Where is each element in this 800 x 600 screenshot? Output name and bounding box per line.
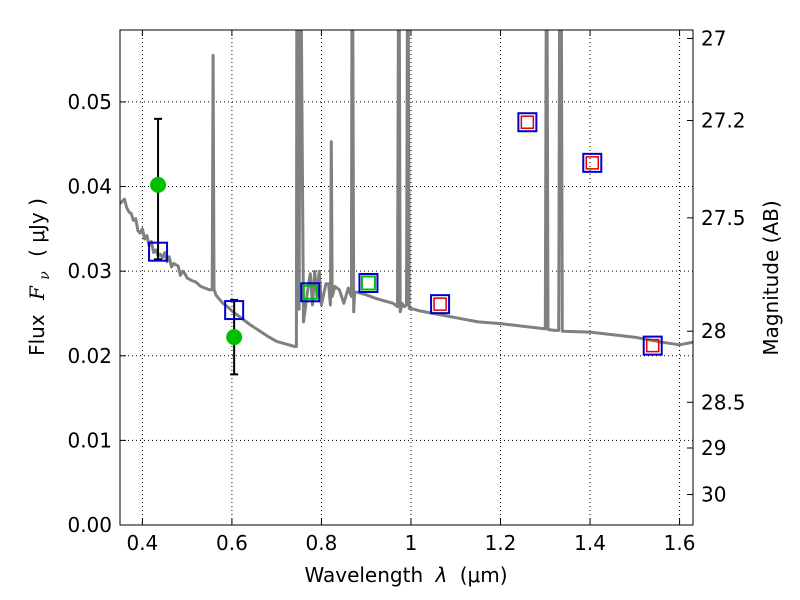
y-axis-label-unit: ( μJy ) [25,198,49,257]
spectrum-line [120,30,693,348]
observed-point [150,176,167,193]
y-axis-label-subscript: ν [37,271,53,280]
y2-tick-label: 27 [701,26,726,50]
y-tick-label: 0.00 [67,513,112,537]
filtered-point [302,284,318,300]
upper-limit-point [433,297,447,311]
y2-tick-label: 27.5 [701,206,746,230]
y2-tick-label: 28 [701,319,726,343]
model-point [517,112,538,133]
model-point [642,335,663,356]
x-tick-label: 1.2 [485,531,517,555]
upper-limit-point [585,156,600,170]
x-tick-label: 0.8 [306,531,338,555]
y2-tick-label: 28.5 [701,390,746,414]
x-tick-label: 0.4 [126,531,158,555]
observed-point [226,329,243,346]
y2-tick-label: 29 [701,436,726,460]
y2-tick-label: 27.2 [701,109,746,133]
x-tick-label: 1.4 [574,531,606,555]
filtered-point [360,275,376,291]
y-tick-label: 0.04 [67,175,112,199]
plot-frame [119,29,694,526]
y-tick-label: 0.03 [67,259,112,283]
model-point [148,241,169,262]
axis-ticks: 0.4 0.6 0.8 1 1.2 1.4 1.6 0.00 0.01 0.02 0.03 0.04 0… [67,26,745,555]
y-axis-label: Flux F ν ( μJy ) [25,198,54,356]
model-point [358,273,379,293]
y-axis-label-prefix: Flux [25,314,49,356]
upper-limit-point [645,338,660,353]
model-point [224,300,245,321]
x-tick-label: 1 [405,531,418,555]
model-point [582,152,603,173]
plot-area [120,30,693,376]
x-axis-label-prefix: Wavelength [304,563,423,587]
x-tick-label: 1.6 [664,531,696,555]
x-axis-label: Wavelength λ (μm) [304,563,507,587]
x-axis-label-symbol: λ [435,563,448,587]
y-tick-label: 0.01 [67,428,112,452]
x-axis-label-unit: (μm) [460,563,508,587]
y-tick-label: 0.05 [67,90,112,114]
grid [120,30,693,526]
y2-axis-label: Magnitude (AB) [759,200,783,355]
upper-limit-point [520,115,535,129]
y-axis-label-symbol: F [25,285,49,301]
y-tick-label: 0.02 [67,344,112,368]
model-point [300,282,321,303]
y2-tick-label: 30 [701,483,726,507]
model-point [430,294,451,315]
x-tick-label: 0.6 [216,531,248,555]
